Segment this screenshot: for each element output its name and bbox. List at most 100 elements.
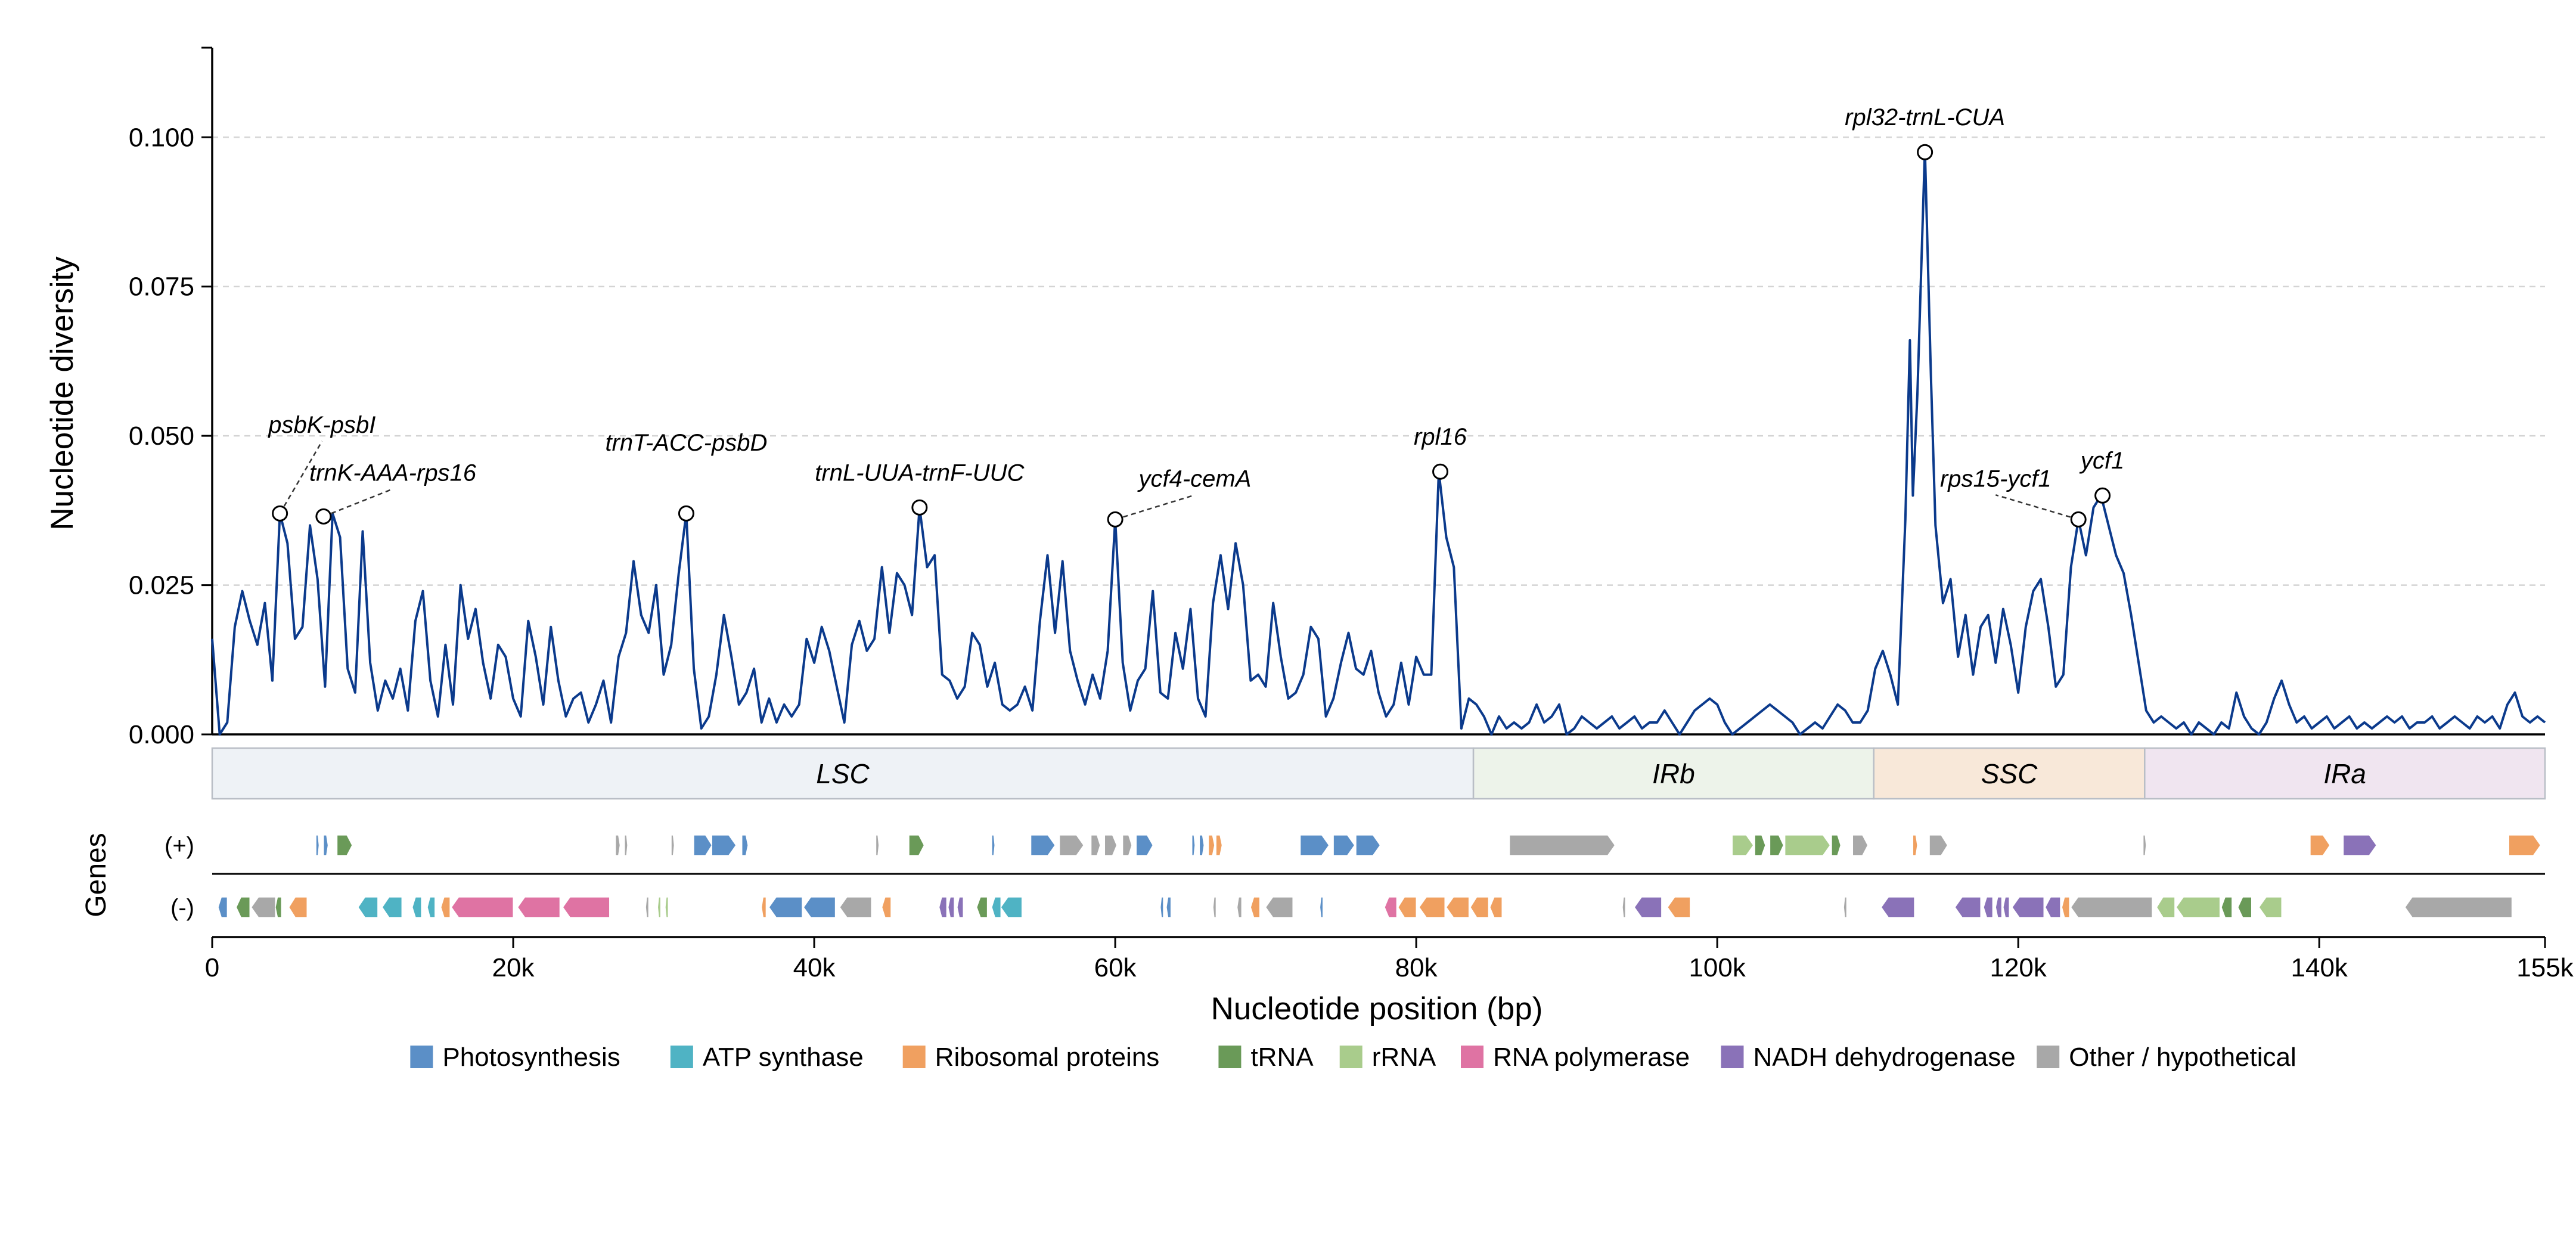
gene-plus	[336, 835, 353, 856]
peak-marker	[678, 505, 694, 522]
genes-axis-label: Genes	[80, 833, 112, 917]
peak-marker	[1432, 463, 1449, 480]
region-label: SSC	[1981, 758, 2038, 789]
gene-minus	[1384, 897, 1397, 918]
gene-plus	[323, 835, 329, 856]
gene-minus	[2237, 897, 2252, 918]
gene-minus	[2258, 897, 2282, 918]
gene-minus	[451, 897, 514, 918]
gene-minus	[1983, 897, 1993, 918]
gene-minus	[761, 897, 766, 918]
gene-minus	[235, 897, 250, 918]
gene-minus	[1880, 897, 1915, 918]
gene-minus	[948, 897, 955, 918]
gene-minus	[440, 897, 451, 918]
gene-minus	[1470, 897, 1489, 918]
gene-tracks	[218, 835, 2541, 918]
gene-minus	[768, 897, 803, 918]
gene-plus	[1104, 835, 1118, 856]
gene-minus	[1212, 897, 1216, 918]
legend: Photosynthesis ATP synthase Ribosomal prot…	[410, 1043, 2296, 1072]
legend-label: Photosynthesis	[442, 1043, 620, 1072]
region-ssc	[1873, 747, 2146, 800]
gene-minus	[1419, 897, 1445, 918]
gene-plus	[1135, 835, 1153, 856]
gene-plus	[1333, 835, 1355, 856]
gene-plus	[1784, 835, 1831, 856]
x-tick-label: 155k	[2516, 953, 2574, 982]
legend-label: RNA polymerase	[1493, 1043, 1690, 1072]
gene-minus	[2070, 897, 2153, 918]
gene-plus	[2310, 835, 2330, 856]
gene-minus	[2156, 897, 2175, 918]
gene-minus	[939, 897, 947, 918]
gene-minus	[2061, 897, 2070, 918]
gene-plus	[1852, 835, 1869, 856]
legend-swatch	[1461, 1046, 1483, 1068]
peak-marker	[911, 499, 928, 516]
gene-minus	[2012, 897, 2044, 918]
gene-minus	[275, 897, 282, 918]
legend-label: Ribosomal proteins	[935, 1043, 1160, 1072]
peak-label: rpl32-trnL-CUA	[1845, 104, 2005, 131]
gene-plus	[711, 835, 737, 856]
gene-minus	[2175, 897, 2221, 918]
peak-label: trnL-UUA-trnF-UUC	[815, 460, 1025, 486]
gene-plus	[1215, 835, 1222, 856]
strand-label-plus: (+)	[165, 833, 194, 859]
gene-minus	[991, 897, 1001, 918]
annotation-leader	[1115, 494, 1196, 520]
gene-plus	[315, 835, 319, 856]
legend-label: ATP synthase	[703, 1043, 864, 1072]
gene-plus	[1754, 835, 1766, 856]
y-tick-label: 0.100	[129, 123, 194, 152]
gene-plus	[741, 835, 749, 856]
legend-swatch	[670, 1046, 693, 1068]
gene-plus	[1509, 835, 1616, 856]
x-tick-label: 40k	[793, 953, 836, 982]
legend-swatch	[410, 1046, 433, 1068]
peak-marker	[2070, 511, 2087, 528]
y-tick-label: 0.075	[129, 272, 194, 302]
gene-plus	[1059, 835, 1084, 856]
legend-swatch	[2037, 1046, 2060, 1068]
peak-label: psbK-psbI	[268, 412, 375, 438]
peak-marker	[1107, 511, 1123, 528]
region-irb	[1472, 747, 1875, 800]
gene-plus	[1929, 835, 1948, 856]
gene-minus	[358, 897, 378, 918]
gene-minus	[976, 897, 988, 918]
gene-minus	[1634, 897, 1662, 918]
gene-plus	[875, 835, 880, 856]
gene-plus	[1831, 835, 1841, 856]
gene-minus	[1843, 897, 1847, 918]
gene-plus	[624, 835, 628, 856]
gene-minus	[250, 897, 276, 918]
gene-minus	[665, 897, 669, 918]
gene-plus	[615, 835, 620, 856]
legend-swatch	[1721, 1046, 1744, 1068]
peak-label: ycf1	[2079, 448, 2124, 474]
region-label: IRb	[1652, 758, 1695, 789]
gene-plus	[991, 835, 995, 856]
y-axis-label: Nucleotide diversity	[45, 256, 80, 531]
gene-minus	[1995, 897, 2003, 918]
x-tick-label: 20k	[492, 953, 535, 982]
gene-minus	[427, 897, 436, 918]
x-tick-label: 60k	[1094, 953, 1137, 982]
gene-minus	[957, 897, 964, 918]
gene-plus	[1355, 835, 1381, 856]
gene-minus	[1445, 897, 1470, 918]
region-bar: LSC IRb SSC IRa	[211, 747, 2546, 800]
peak-label: trnT-ACC-psbD	[605, 430, 767, 456]
gene-plus	[908, 835, 925, 856]
gene-minus	[517, 897, 560, 918]
legend-swatch	[902, 1046, 926, 1068]
y-tick-label: 0.025	[129, 571, 194, 600]
x-axis-label: Nucleotide position (bp)	[1211, 991, 1543, 1026]
axes: 0.000 0.025 0.050 0.075 0.100 0 20k 40k 60k 80k 10…	[129, 46, 2574, 982]
x-tick-label: 0	[205, 953, 219, 982]
gene-plus	[1091, 835, 1101, 856]
legend-label: rRNA	[1372, 1043, 1436, 1072]
gene-plus	[2343, 835, 2377, 856]
